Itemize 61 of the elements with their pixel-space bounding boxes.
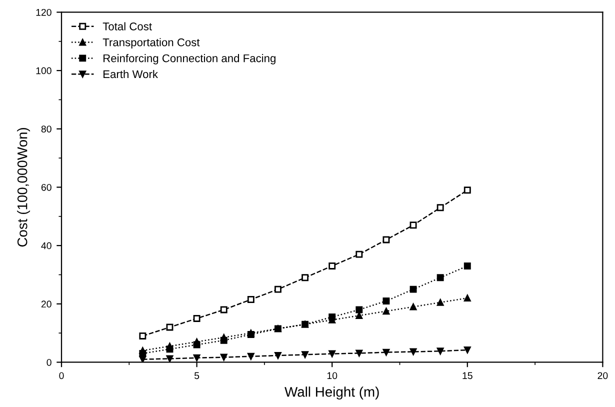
point: [247, 296, 254, 303]
point: [220, 354, 228, 361]
point: [220, 336, 228, 344]
point: [193, 341, 200, 348]
point: [302, 320, 309, 328]
point: [139, 350, 146, 357]
y-tick-label: 120: [36, 8, 52, 16]
point: [220, 306, 228, 314]
point: [464, 346, 471, 354]
point: [382, 308, 390, 315]
point: [410, 303, 417, 310]
x-tick-label: 15: [462, 372, 472, 380]
point: [356, 250, 363, 258]
point: [274, 352, 282, 359]
point: [382, 348, 390, 356]
point: [166, 355, 174, 362]
point: [302, 351, 309, 358]
point: [193, 315, 200, 322]
y-tick-label: 100: [36, 67, 52, 74]
point: [410, 286, 417, 293]
point: [302, 274, 309, 282]
point: [274, 286, 282, 293]
point: [139, 356, 146, 362]
point: [356, 312, 363, 320]
x-tick-label: 20: [598, 372, 608, 380]
y-axis-title: Cost (100,000Won): [17, 128, 30, 247]
point: [464, 262, 471, 270]
legend-label: Total Cost: [102, 22, 152, 30]
point: [382, 298, 390, 304]
point: [328, 350, 336, 358]
point: [328, 314, 336, 320]
x-tick-label: 10: [327, 372, 338, 380]
point: [328, 262, 336, 270]
y-tick-label: 40: [41, 242, 52, 250]
point: [464, 186, 471, 194]
point: [382, 236, 390, 244]
point: [410, 348, 417, 356]
point: [166, 324, 174, 331]
point: [436, 274, 444, 282]
y-tick-label: 20: [41, 300, 52, 308]
y-tick-label: 0: [46, 358, 52, 366]
x-tick-label: 5: [194, 372, 200, 380]
point: [356, 306, 363, 314]
legend-label: Transportation Cost: [102, 38, 200, 48]
point: [464, 294, 471, 302]
point: [436, 298, 444, 306]
point: [247, 331, 254, 338]
legend-label: Reinforcing Connection and Facing: [104, 54, 276, 64]
point: [247, 352, 254, 360]
x-tick-label: 0: [59, 372, 64, 380]
point: [356, 350, 363, 357]
x-axis-title: Wall Height (m): [284, 386, 379, 400]
point: [139, 332, 146, 340]
point: [436, 204, 444, 212]
legend-label: Earth Work: [104, 70, 158, 78]
point: [166, 346, 174, 353]
point: [193, 354, 200, 362]
y-tick-label: 60: [41, 184, 52, 191]
point: [410, 222, 417, 229]
y-tick-label: 80: [41, 126, 52, 132]
point: [436, 348, 444, 355]
